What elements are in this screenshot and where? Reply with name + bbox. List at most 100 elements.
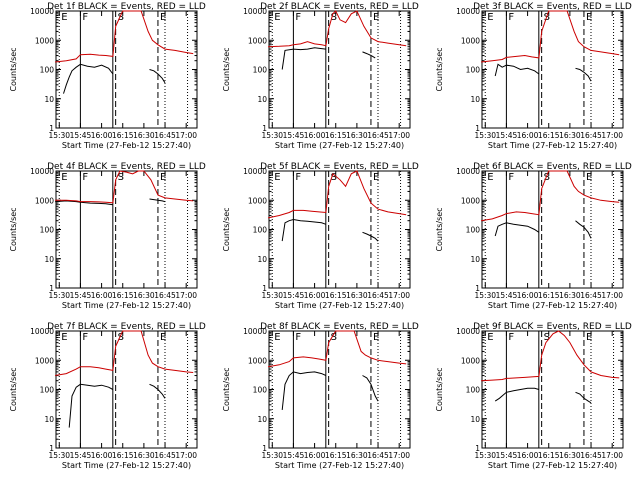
interval-marker: E: [160, 332, 166, 343]
plot-frame: [268, 330, 411, 449]
plot-frame: [481, 170, 624, 289]
y-tick-label: 1000: [35, 356, 54, 365]
series-line-events: [494, 387, 540, 402]
chart-title: Det 4f BLACK = Events, RED = LLD: [47, 162, 206, 172]
x-tick-label: 16:45: [367, 451, 389, 460]
y-tick-label: 100: [40, 386, 55, 395]
y-axis-label: Counts/sec: [222, 367, 231, 411]
x-tick-label: 15:45: [496, 451, 518, 460]
chart-panel-7: Det 7f BLACK = Events, RED = LLD 1 10 100 10…: [9, 322, 206, 470]
x-tick-label: 17:00: [388, 131, 410, 140]
x-tick-label: 15:30: [261, 451, 283, 460]
y-tick-label: 10000: [456, 167, 480, 176]
y-tick-label: 1000: [461, 356, 480, 365]
x-tick-label: 16:00: [304, 451, 326, 460]
x-tick-label: 17:00: [601, 291, 623, 300]
series-line-events: [575, 391, 592, 404]
chart-title: Det 9f BLACK = Events, RED = LLD: [473, 322, 632, 332]
x-tick-label: 16:45: [154, 291, 176, 300]
x-tick-label: 16:30: [346, 451, 368, 460]
y-axis-label: Counts/sec: [435, 47, 444, 91]
y-tick-label: 1000: [461, 36, 480, 45]
interval-marker: E: [274, 332, 280, 343]
x-tick-label: 16:15: [538, 291, 560, 300]
chart-title: Det 5f BLACK = Events, RED = LLD: [260, 162, 419, 172]
interval-marker: E: [160, 12, 166, 23]
series-line-events: [362, 51, 376, 59]
interval-marker: S: [544, 332, 550, 343]
interval-marker: F: [295, 332, 301, 343]
y-tick-label: 100: [253, 66, 268, 75]
series-line-events: [281, 371, 327, 410]
y-tick-label: 100: [466, 386, 481, 395]
chart-panel-3: Det 3f BLACK = Events, RED = LLD 1 10 100 10…: [435, 2, 632, 150]
y-tick-label: 10000: [243, 167, 267, 176]
x-axis-label: Start Time (27-Feb-12 15:27:40): [275, 141, 404, 150]
x-tick-label: 16:30: [133, 291, 155, 300]
series-line-events: [68, 383, 114, 428]
series-line-lld: [267, 170, 407, 219]
series-line-events: [149, 198, 166, 203]
x-tick-label: 15:45: [70, 451, 92, 460]
y-tick-label: 100: [40, 226, 55, 235]
x-tick-label: 16:00: [91, 131, 113, 140]
x-tick-label: 16:15: [325, 451, 347, 460]
series-line-events: [494, 63, 540, 77]
interval-marker: E: [61, 12, 67, 23]
y-tick-label: 1: [262, 444, 267, 453]
x-tick-label: 17:00: [175, 131, 197, 140]
chart-panel-5: Det 5f BLACK = Events, RED = LLD 1 10 100 10…: [222, 162, 419, 310]
y-tick-label: 10: [470, 255, 480, 264]
x-tick-label: 16:00: [91, 451, 113, 460]
y-tick-label: 1: [262, 124, 267, 133]
x-tick-label: 17:00: [601, 131, 623, 140]
interval-marker: E: [586, 172, 592, 183]
x-axis-label: Start Time (27-Feb-12 15:27:40): [488, 301, 617, 310]
x-tick-label: 16:15: [112, 291, 134, 300]
x-axis-label: Start Time (27-Feb-12 15:27:40): [62, 141, 191, 150]
x-tick-label: 16:00: [91, 291, 113, 300]
y-axis-label: Counts/sec: [222, 207, 231, 251]
x-tick-label: 16:45: [580, 451, 602, 460]
series-line-lld: [55, 170, 194, 204]
interval-marker: E: [487, 332, 493, 343]
x-tick-label: 17:00: [175, 291, 197, 300]
chart-panel-4: Det 4f BLACK = Events, RED = LLD 1 10 100 10…: [9, 162, 206, 310]
y-tick-label: 1000: [461, 196, 480, 205]
x-axis-label: Start Time (27-Feb-12 15:27:40): [275, 461, 404, 470]
series-line-lld: [268, 10, 407, 48]
y-tick-label: 10: [470, 415, 480, 424]
y-tick-label: 10: [257, 255, 267, 264]
y-axis-label: Counts/sec: [435, 367, 444, 411]
x-axis-label: Start Time (27-Feb-12 15:27:40): [62, 461, 191, 470]
x-tick-label: 17:00: [601, 451, 623, 460]
x-tick-label: 15:45: [283, 131, 305, 140]
y-axis-label: Counts/sec: [435, 207, 444, 251]
y-tick-label: 100: [253, 386, 268, 395]
interval-marker: S: [331, 172, 337, 183]
interval-marker: E: [373, 172, 379, 183]
y-tick-label: 1000: [248, 356, 267, 365]
y-axis-label: Counts/sec: [222, 47, 231, 91]
interval-marker: F: [82, 12, 88, 23]
plot-frame: [268, 10, 411, 129]
series-line-events: [55, 200, 113, 206]
y-tick-label: 1: [475, 284, 480, 293]
y-tick-label: 1000: [35, 36, 54, 45]
interval-marker: E: [373, 332, 379, 343]
interval-marker: E: [586, 332, 592, 343]
y-tick-label: 1: [49, 444, 54, 453]
x-axis-label: Start Time (27-Feb-12 15:27:40): [488, 461, 617, 470]
interval-marker: E: [274, 12, 280, 23]
interval-marker: E: [373, 12, 379, 23]
interval-marker: F: [82, 172, 88, 183]
x-tick-label: 16:30: [559, 291, 581, 300]
y-axis-label: Counts/sec: [9, 207, 18, 251]
interval-marker: F: [295, 12, 301, 23]
x-tick-label: 16:30: [346, 131, 368, 140]
x-tick-label: 16:30: [559, 451, 581, 460]
x-tick-label: 16:15: [112, 131, 134, 140]
y-tick-label: 1: [49, 284, 54, 293]
interval-marker: E: [274, 172, 280, 183]
y-tick-label: 100: [466, 226, 481, 235]
